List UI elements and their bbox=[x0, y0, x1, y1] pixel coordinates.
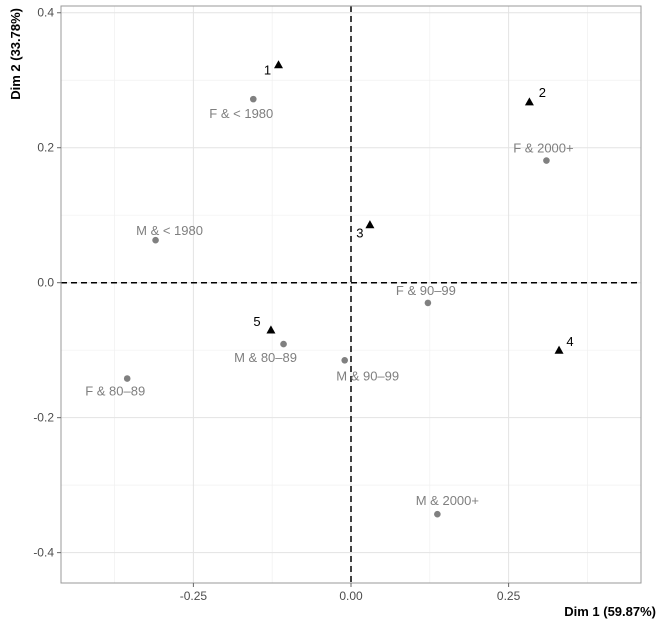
category-point bbox=[152, 236, 159, 244]
cluster-point bbox=[524, 97, 534, 106]
axis-ticks: -0.25 0.00 0.25 -0.4 -0.2 0.0 0.2 0.4 bbox=[33, 6, 520, 603]
category-label: F & 90–99 bbox=[396, 283, 456, 298]
category-label: F & < 1980 bbox=[209, 106, 273, 121]
data-labels: F & < 1980 F & 2000+ M & < 1980 F & 90–99 M … bbox=[85, 63, 573, 508]
category-point bbox=[249, 95, 257, 103]
cluster-label: 3 bbox=[356, 226, 363, 241]
category-label: M & 80–89 bbox=[234, 350, 297, 365]
x-tick-label: -0.25 bbox=[180, 589, 208, 603]
category-label: F & 2000+ bbox=[513, 141, 573, 156]
reference-lines bbox=[61, 6, 641, 583]
category-label: M & 2000+ bbox=[416, 493, 479, 508]
category-point bbox=[543, 157, 550, 164]
category-point bbox=[341, 356, 348, 364]
y-tick-label: 0.2 bbox=[37, 141, 54, 155]
x-tick-label: 0.25 bbox=[497, 589, 521, 603]
cluster-point bbox=[266, 325, 276, 334]
cluster-label: 4 bbox=[566, 334, 573, 349]
category-label: F & 80–89 bbox=[85, 384, 145, 399]
y-tick-label: 0.0 bbox=[37, 276, 54, 290]
cluster-point bbox=[274, 60, 283, 69]
cluster-point bbox=[554, 345, 564, 354]
data-points bbox=[123, 60, 564, 518]
y-tick-label: -0.2 bbox=[33, 411, 54, 425]
x-axis-title: Dim 1 (59.87%) bbox=[564, 604, 656, 619]
cluster-label: 5 bbox=[253, 314, 260, 329]
category-label: M & 90–99 bbox=[336, 368, 399, 383]
x-tick-label: 0.00 bbox=[339, 589, 363, 603]
cluster-label: 2 bbox=[539, 85, 546, 100]
cluster-label: 1 bbox=[264, 63, 271, 78]
category-point bbox=[424, 299, 432, 307]
category-label: M & < 1980 bbox=[136, 223, 203, 238]
y-tick-label: 0.4 bbox=[37, 6, 54, 20]
category-point bbox=[280, 340, 287, 348]
y-axis-title: Dim 2 (33.78%) bbox=[8, 8, 23, 100]
y-tick-label: -0.4 bbox=[33, 546, 54, 560]
category-point bbox=[123, 375, 131, 382]
category-point bbox=[434, 510, 441, 518]
cluster-point bbox=[365, 220, 375, 229]
